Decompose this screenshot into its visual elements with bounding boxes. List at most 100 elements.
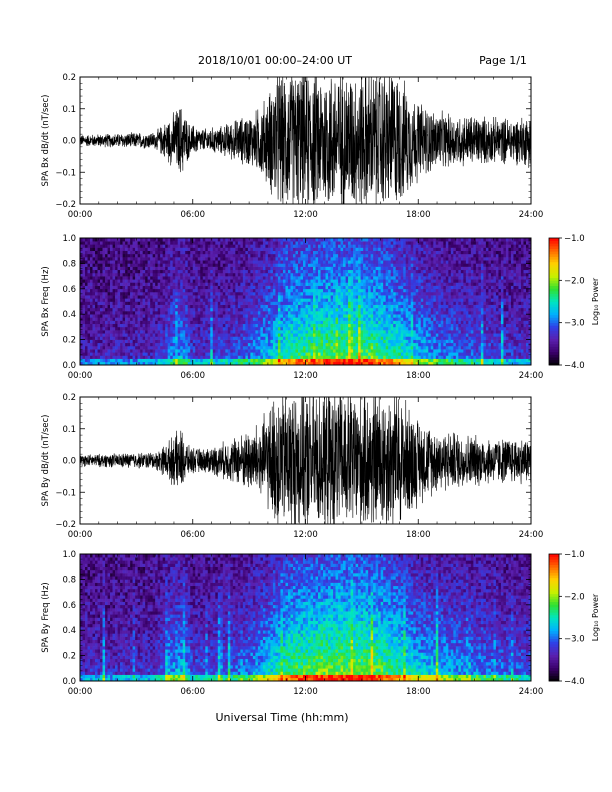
heatmap-cell [118,311,121,314]
heatmap-cell [371,298,374,301]
heatmap-cell [278,270,281,273]
heatmap-cell [145,333,148,336]
heatmap-cell [83,308,86,311]
heatmap-cell [368,302,371,305]
heatmap-cell [158,251,161,254]
heatmap-cell [228,298,231,301]
heatmap-cell [210,330,213,333]
heatmap-cell [195,238,198,241]
heatmap-cell [110,324,113,327]
heatmap-cell [343,251,346,254]
heatmap-cell [318,330,321,333]
heatmap-cell [138,298,141,301]
heatmap-cell [150,359,153,362]
heatmap-cell [300,248,303,251]
heatmap-cell [115,321,118,324]
heatmap-cell [300,263,303,266]
heatmap-cell [285,349,288,352]
heatmap-cell [120,298,123,301]
heatmap-cell [190,292,193,295]
heatmap-cell [198,241,201,244]
heatmap-cell [133,263,136,266]
heatmap-cell [343,282,346,285]
heatmap-cell [153,244,156,247]
heatmap-cell [158,355,161,358]
heatmap-cell [113,254,116,257]
heatmap-cell [220,327,223,330]
heatmap-cell [361,314,364,317]
heatmap-cell [200,330,203,333]
heatmap-cell [371,251,374,254]
heatmap-cell [200,305,203,308]
heatmap-cell [195,270,198,273]
heatmap-cell [336,260,339,263]
heatmap-cell [275,295,278,298]
heatmap-cell [363,317,366,320]
heatmap-cell [143,270,146,273]
heatmap-cell [326,260,329,263]
heatmap-cell [288,305,291,308]
heatmap-cell [300,295,303,298]
heatmap-cell [190,289,193,292]
heatmap-cell [293,340,296,343]
heatmap-cell [373,330,376,333]
heatmap-cell [311,263,314,266]
heatmap-cell [180,254,183,257]
heatmap-cell [113,267,116,270]
heatmap-cell [260,333,263,336]
heatmap-cell [158,330,161,333]
heatmap-cell [133,317,136,320]
heatmap-cell [308,311,311,314]
heatmap-cell [263,263,266,266]
heatmap-cell [140,279,143,282]
y-tick-label: −0.2 [55,200,76,210]
heatmap-cell [328,289,331,292]
heatmap-cell [356,289,359,292]
heatmap-cell [353,244,356,247]
heatmap-cell [353,248,356,251]
heatmap-cell [338,270,341,273]
heatmap-cell [198,355,201,358]
heatmap-cell [163,317,166,320]
heatmap-cell [208,352,211,355]
heatmap-cell [213,267,216,270]
heatmap-cell [133,289,136,292]
heatmap-cell [303,279,306,282]
heatmap-cell [328,352,331,355]
heatmap-cell [200,333,203,336]
heatmap-cell [260,260,263,263]
heatmap-cell [373,298,376,301]
heatmap-cell [258,248,261,251]
heatmap-cell [278,314,281,317]
heatmap-cell [366,289,369,292]
heatmap-cell [323,336,326,339]
heatmap-cell [358,270,361,273]
heatmap-cell [190,311,193,314]
heatmap-cell [165,276,168,279]
heatmap-cell [138,251,141,254]
heatmap-cell [346,248,349,251]
heatmap-cell [165,305,168,308]
heatmap-cell [311,340,314,343]
heatmap-cell [346,302,349,305]
heatmap-cell [178,324,181,327]
heatmap-cell [358,273,361,276]
heatmap-cell [240,254,243,257]
heatmap-cell [240,282,243,285]
heatmap-cell [158,298,161,301]
heatmap-cell [143,292,146,295]
heatmap-cell [195,352,198,355]
heatmap-cell [273,267,276,270]
heatmap-cell [265,276,268,279]
heatmap-cell [218,270,221,273]
heatmap-cell [160,289,163,292]
heatmap-cell [338,267,341,270]
heatmap-cell [235,295,238,298]
heatmap-cell [285,302,288,305]
heatmap-cell [153,267,156,270]
heatmap-cell [376,327,379,330]
heatmap-cell [145,260,148,263]
heatmap-cell [363,273,366,276]
heatmap-cell [383,343,386,346]
heatmap-cell [371,336,374,339]
